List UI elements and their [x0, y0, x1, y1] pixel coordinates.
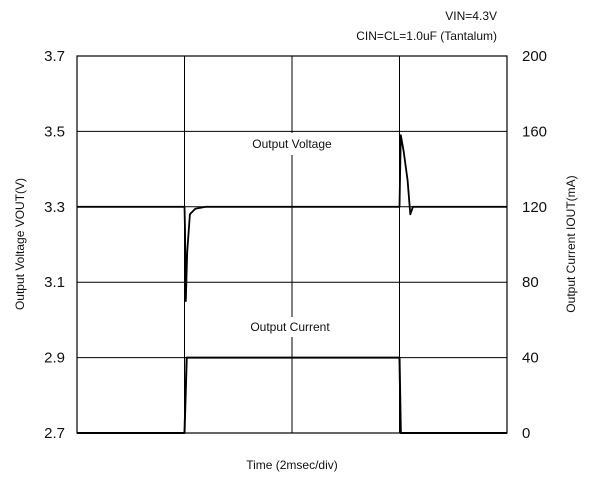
- series-output-voltage: [77, 134, 507, 303]
- series-output-current: [77, 356, 507, 434]
- grid: [77, 56, 507, 433]
- series-group: [77, 134, 507, 434]
- condition-vin: VIN=4.3V: [445, 9, 497, 23]
- condition-capacitors: CIN=CL=1.0uF (Tantalum): [356, 29, 497, 43]
- right-axis-ticks: 200 160 120 80 40 0: [522, 48, 547, 442]
- plot-frame: [76, 55, 508, 434]
- x-axis-title: Time (2msec/div): [246, 458, 338, 472]
- left-tick-label: 3.3: [44, 199, 65, 216]
- left-tick-label: 2.7: [44, 425, 65, 442]
- left-axis-title: Output Voltage VOUT(V): [13, 178, 27, 310]
- right-tick-label: 200: [522, 48, 547, 65]
- annotation-output-voltage: Output Voltage: [252, 137, 332, 151]
- right-axis-title: Output Current IOUT(mA): [564, 175, 578, 312]
- right-tick-label: 160: [522, 123, 547, 140]
- right-tick-label: 120: [522, 199, 547, 216]
- left-tick-label: 3.1: [44, 274, 65, 291]
- right-tick-label: 0: [522, 425, 530, 442]
- annotation-voltage-bg: [230, 133, 356, 155]
- left-tick-label: 3.5: [44, 123, 65, 140]
- annotation-current-bg: [230, 317, 356, 337]
- annotation-output-current: Output Current: [250, 320, 330, 334]
- left-tick-label: 3.7: [44, 48, 65, 65]
- right-tick-label: 80: [522, 274, 539, 291]
- left-tick-label: 2.9: [44, 350, 65, 367]
- left-axis-ticks: 3.7 3.5 3.3 3.1 2.9 2.7: [44, 48, 65, 442]
- right-tick-label: 40: [522, 350, 539, 367]
